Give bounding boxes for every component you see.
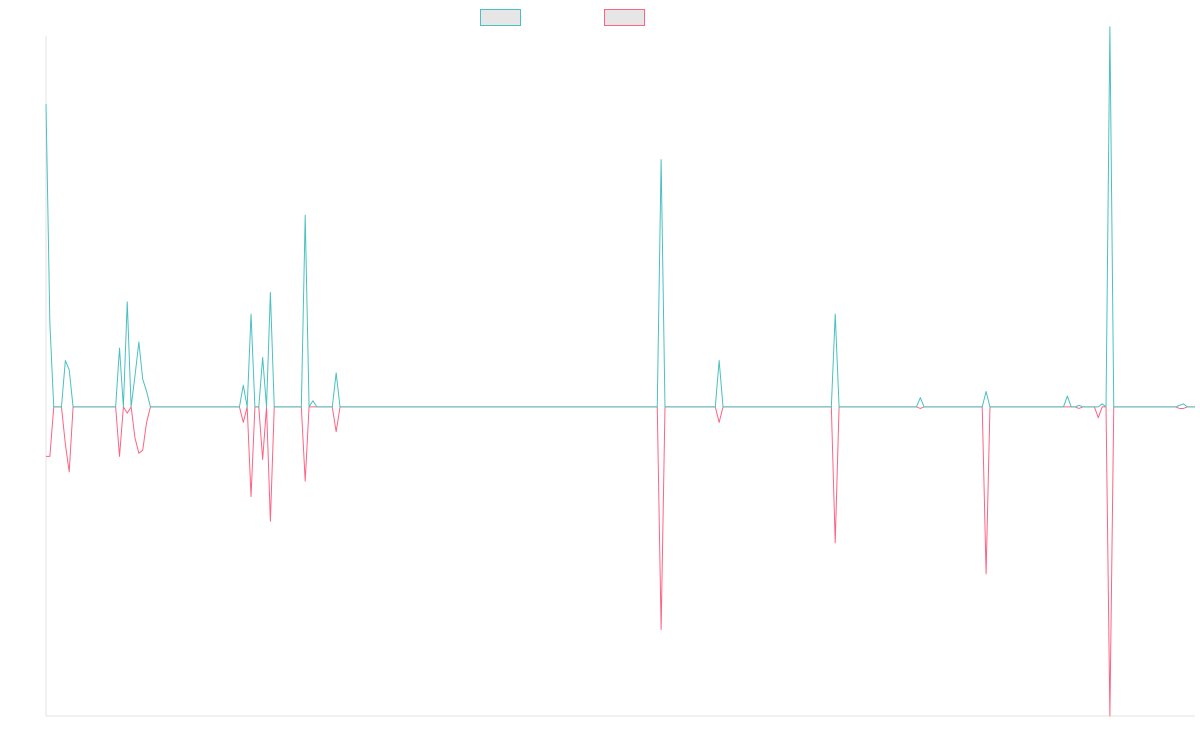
legend-swatch-series-1[interactable]	[480, 9, 521, 26]
series-line-2	[46, 406, 1195, 717]
legend-swatch-series-2[interactable]	[604, 9, 645, 26]
series-layer	[45, 26, 1195, 717]
series-line-1	[45, 26, 1195, 408]
legend[interactable]	[480, 9, 645, 26]
chart-axes	[45, 36, 1195, 717]
